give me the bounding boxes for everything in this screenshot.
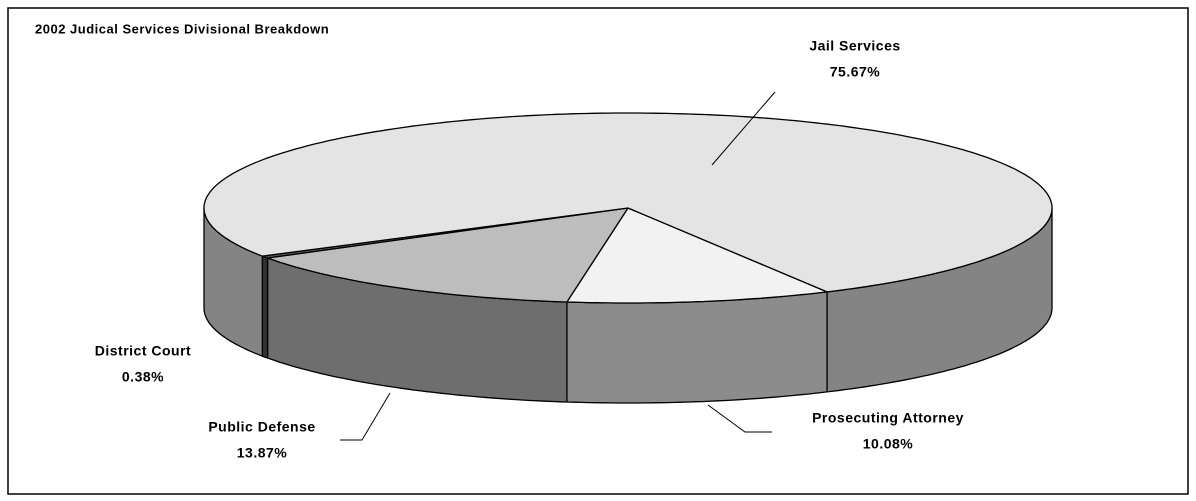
slice-side [566,291,828,404]
slice [203,112,1053,293]
slice-value-label: 10.08% [863,436,914,452]
slice-value-label: 13.87% [237,445,288,461]
leader-line [711,91,776,166]
slice-value-label: 0.38% [122,369,164,385]
slice-side [261,255,269,359]
slice-label: Prosecuting Attorney [812,410,964,426]
slice-label: Public Defense [208,419,315,435]
slice-value-label: 75.67% [830,64,881,80]
slice-label: Jail Services [809,38,900,54]
pie [203,112,1053,404]
slice [566,207,828,304]
leader-line [340,392,391,441]
chart-title: 2002 Judical Services Divisional Breakdo… [35,21,329,36]
slice [266,207,629,303]
slice-label: District Court [95,343,191,359]
labels: Prosecuting Attorney 10.08% Public Defense… [95,38,964,461]
leader-line [707,404,772,433]
